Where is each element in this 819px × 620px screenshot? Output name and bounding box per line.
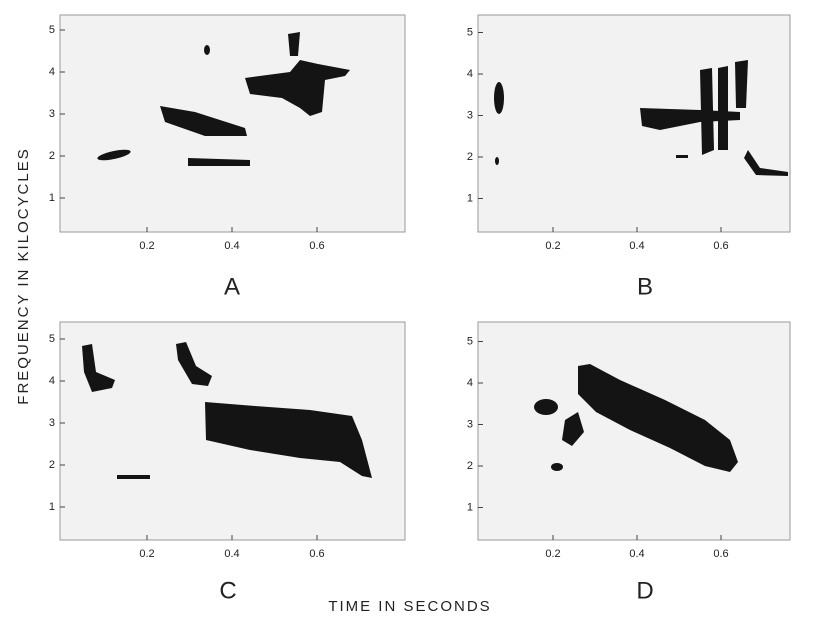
x-tick-label: 0.4 bbox=[224, 548, 239, 560]
x-tick-label: 0.6 bbox=[713, 240, 728, 252]
blob bbox=[562, 412, 584, 446]
blob bbox=[288, 32, 300, 56]
blob bbox=[494, 82, 504, 114]
blob bbox=[578, 364, 738, 472]
y-tick-label: 1 bbox=[49, 192, 55, 204]
blob bbox=[160, 106, 247, 136]
blob bbox=[82, 344, 115, 392]
y-axis-label: FREQUENCY IN KILOCYCLES bbox=[15, 147, 32, 404]
y-tick-label: 5 bbox=[49, 24, 55, 36]
y-tick-label: 2 bbox=[49, 150, 55, 162]
blob bbox=[176, 342, 212, 386]
x-tick-label: 0.4 bbox=[629, 240, 644, 252]
spectrogram-d bbox=[534, 364, 738, 472]
blob bbox=[735, 60, 748, 108]
blob bbox=[495, 157, 499, 165]
spectrogram-a bbox=[97, 32, 350, 166]
y-tick-label: 4 bbox=[49, 66, 55, 78]
blob bbox=[204, 45, 210, 55]
y-tick-label: 1 bbox=[467, 501, 473, 513]
panel-frames bbox=[59, 14, 791, 541]
blob bbox=[205, 402, 372, 478]
y-tick-label: 4 bbox=[467, 68, 473, 80]
y-tick-label: 1 bbox=[49, 501, 55, 513]
x-tick-label: 0.2 bbox=[139, 240, 154, 252]
y-tick-label: 2 bbox=[49, 459, 55, 471]
y-tick-label: 4 bbox=[49, 375, 55, 387]
blob bbox=[676, 155, 688, 158]
panel-b-frame bbox=[477, 14, 791, 233]
x-tick-label: 0.2 bbox=[545, 548, 560, 560]
y-tick-label: 4 bbox=[467, 377, 473, 389]
y-tick-label: 5 bbox=[467, 26, 473, 38]
y-tick-label: 2 bbox=[467, 151, 473, 163]
y-tick-label: 2 bbox=[467, 460, 473, 472]
x-tick-label: 0.4 bbox=[224, 240, 239, 252]
blob bbox=[551, 463, 563, 471]
blob bbox=[700, 68, 714, 155]
y-tick-label: 3 bbox=[49, 108, 55, 120]
x-tick-label: 0.6 bbox=[309, 548, 324, 560]
panel-label: D bbox=[636, 577, 653, 604]
panel-label: A bbox=[224, 273, 240, 300]
x-tick-label: 0.2 bbox=[545, 240, 560, 252]
panel-label: B bbox=[637, 273, 653, 300]
blob bbox=[744, 150, 788, 176]
blob bbox=[188, 158, 250, 166]
x-tick-label: 0.2 bbox=[139, 548, 154, 560]
panel-a-frame bbox=[59, 14, 406, 233]
y-tick-label: 3 bbox=[49, 417, 55, 429]
blob bbox=[245, 60, 350, 116]
y-tick-label: 5 bbox=[467, 335, 473, 347]
y-tick-label: 3 bbox=[467, 109, 473, 121]
blob bbox=[718, 66, 728, 150]
blob bbox=[534, 399, 558, 415]
blob bbox=[640, 108, 740, 130]
x-tick-label: 0.4 bbox=[629, 548, 644, 560]
y-tick-label: 1 bbox=[467, 192, 473, 204]
blob bbox=[117, 475, 150, 479]
spectrogram-c bbox=[82, 342, 372, 479]
x-tick-label: 0.6 bbox=[713, 548, 728, 560]
blob bbox=[97, 149, 131, 161]
spectrogram-b bbox=[494, 60, 788, 176]
x-tick-label: 0.6 bbox=[309, 240, 324, 252]
y-tick-label: 3 bbox=[467, 418, 473, 430]
x-axis-label: TIME IN SECONDS bbox=[328, 598, 491, 615]
panel-label: C bbox=[219, 577, 236, 604]
y-tick-label: 5 bbox=[49, 333, 55, 345]
